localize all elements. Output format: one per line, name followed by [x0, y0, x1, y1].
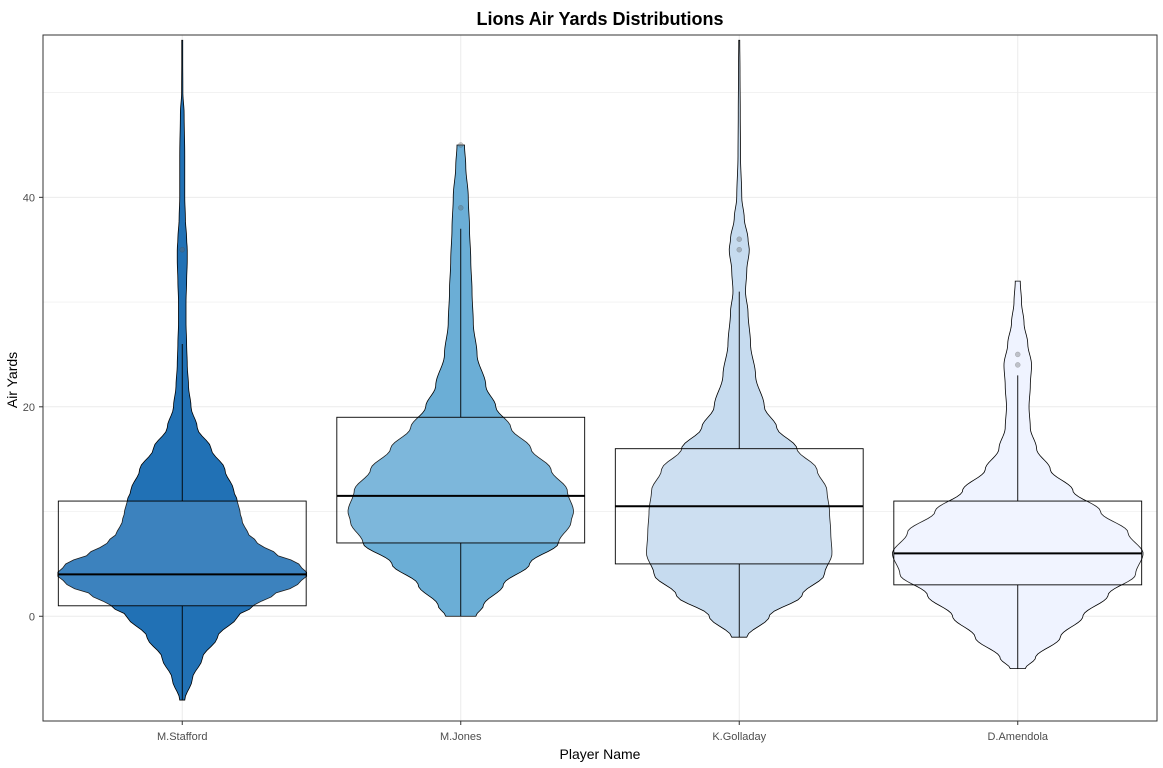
x-axis-title: Player Name: [560, 746, 641, 762]
outlier-point: [736, 246, 742, 253]
outlier-point: [458, 142, 464, 148]
box-D.Amendola: [893, 500, 1143, 586]
chart-title: Lions Air Yards Distributions: [476, 9, 723, 29]
y-axis: 0 20 40: [23, 192, 43, 623]
x-axis: M.Stafford M.Jones K.Golladay D.Amendola: [157, 721, 1049, 743]
x-tick-label: K.Golladay: [712, 731, 766, 743]
outlier-point: [736, 236, 742, 242]
x-tick-label: M.Jones: [440, 731, 482, 743]
y-tick-label: 40: [23, 192, 35, 204]
y-tick-label: 0: [29, 611, 35, 623]
y-axis-title: Air Yards: [4, 352, 20, 408]
outlier-point: [1015, 362, 1021, 368]
x-tick-label: D.Amendola: [987, 731, 1048, 743]
plot-panel-border: [42, 34, 1158, 722]
box-M.Stafford: [57, 500, 307, 607]
outlier-point: [458, 205, 464, 211]
boxplots: [57, 142, 1143, 701]
outlier-point: [1015, 351, 1021, 358]
box-M.Jones: [336, 416, 586, 544]
outlier-point: [179, 246, 185, 253]
y-tick-label: 20: [23, 402, 35, 414]
x-tick-label: M.Stafford: [157, 731, 208, 743]
